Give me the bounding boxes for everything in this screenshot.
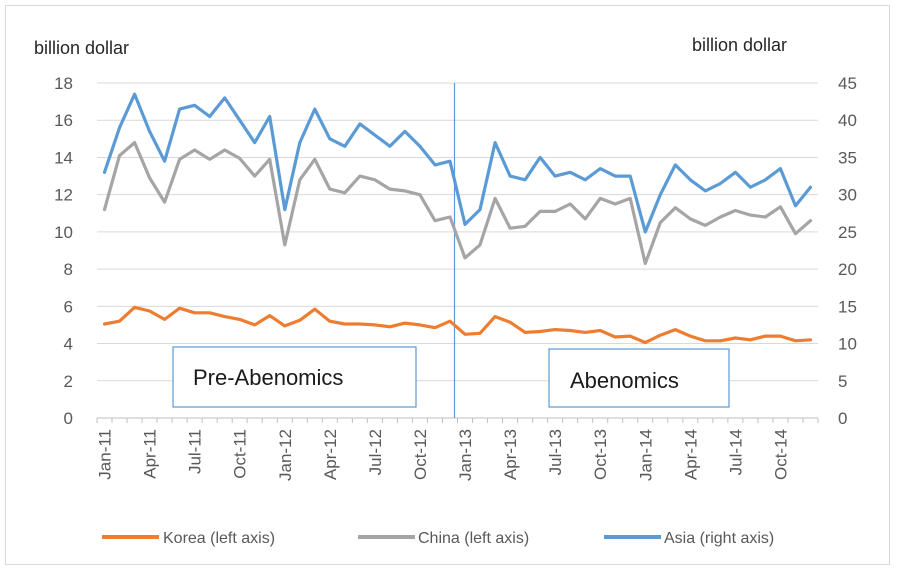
legend-label-korea: Korea (left axis)	[163, 530, 275, 547]
x-tick-label: Oct-12	[411, 429, 430, 480]
left-tick-label: 18	[54, 74, 73, 93]
chart-frame	[5, 5, 890, 565]
right-tick-label: 15	[838, 297, 857, 316]
x-axis-ticks: Jan-11 Apr-11 Jul-11 Oct-11 Jan-12 Apr-12 Jul-…	[96, 429, 791, 481]
x-tick-label: Apr-12	[321, 429, 340, 480]
left-tick-label: 14	[54, 148, 73, 167]
right-tick-label: 10	[838, 335, 857, 354]
x-tick-label: Jul-13	[546, 429, 565, 475]
x-tick-label: Jul-12	[366, 429, 385, 475]
right-tick-label: 0	[838, 409, 847, 428]
right-axis-ticks: 0 5 10 15 20 25 30 35 40 45	[838, 74, 857, 428]
abenomics-label: Abenomics	[570, 368, 679, 393]
x-tick-label: Oct-11	[231, 429, 250, 479]
x-tick-label: Jul-11	[186, 429, 205, 474]
pre-abenomics-label: Pre-Abenomics	[193, 365, 343, 390]
left-tick-label: 16	[54, 111, 73, 130]
x-tick-label: Jan-13	[456, 429, 475, 481]
x-tick-label: Jan-11	[96, 429, 115, 480]
right-tick-label: 35	[838, 148, 857, 167]
pre-abenomics-box	[172, 346, 417, 408]
legend: Korea (left axis) China (left axis) Asia…	[102, 530, 774, 547]
right-tick-label: 30	[838, 186, 857, 205]
left-tick-label: 8	[64, 260, 73, 279]
gridlines	[96, 82, 819, 423]
right-tick-label: 20	[838, 260, 857, 279]
x-tick-label: Oct-13	[591, 429, 610, 480]
series-layer	[102, 92, 813, 345]
legend-label-asia: Asia (right axis)	[664, 530, 774, 547]
series-line-asia	[102, 92, 813, 234]
right-tick-label: 5	[838, 372, 847, 391]
x-tick-label: Jan-14	[636, 429, 655, 481]
right-tick-label: 25	[838, 223, 857, 242]
left-tick-label: 2	[64, 372, 73, 391]
right-tick-label: 45	[838, 74, 857, 93]
left-tick-label: 4	[64, 335, 73, 354]
abenomics-box	[548, 348, 730, 408]
series-line-korea	[102, 305, 813, 345]
x-tick-label: Oct-14	[771, 429, 790, 480]
left-axis-label: billion dollar	[34, 38, 129, 58]
x-tick-label: Jul-14	[726, 429, 745, 475]
left-axis-ticks: 0 2 4 6 8 10 12 14 16 18	[54, 74, 73, 428]
right-axis-label: billion dollar	[692, 35, 787, 55]
left-tick-label: 6	[64, 297, 73, 316]
x-tick-label: Jan-12	[276, 429, 295, 481]
right-tick-label: 40	[838, 111, 857, 130]
series-line-china	[102, 141, 813, 266]
x-tick-label: Apr-14	[681, 429, 700, 480]
legend-label-china: China (left axis)	[418, 530, 529, 547]
left-tick-label: 10	[54, 223, 73, 242]
x-tick-label: Apr-13	[501, 429, 520, 480]
left-tick-label: 12	[54, 186, 73, 205]
x-tick-label: Apr-11	[141, 429, 160, 479]
left-tick-label: 0	[64, 409, 73, 428]
